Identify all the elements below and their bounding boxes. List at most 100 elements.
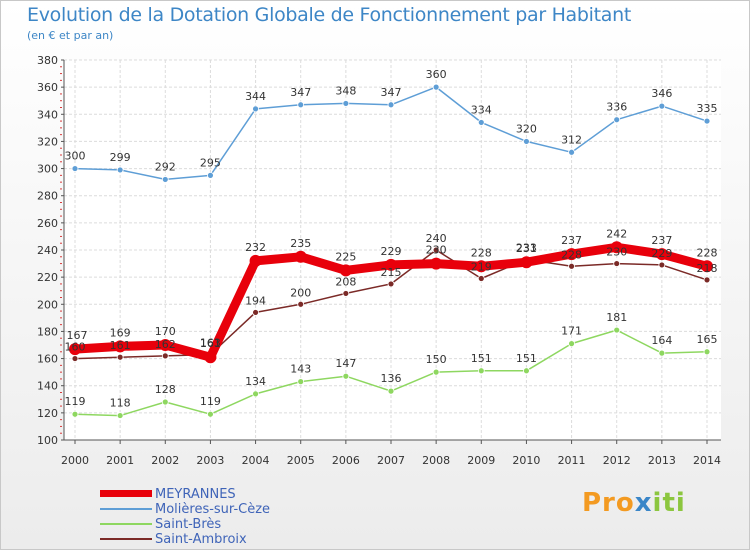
data-label: 151: [471, 352, 492, 365]
data-point: [430, 257, 443, 270]
data-point: [523, 138, 530, 145]
data-point: [477, 275, 485, 282]
data-point: [207, 171, 214, 179]
data-label: 230: [426, 244, 447, 257]
data-point: [565, 248, 578, 261]
data-point: [432, 368, 440, 376]
data-label: 360: [426, 68, 447, 81]
y-tick-label: 100: [37, 434, 58, 447]
data-point: [252, 390, 259, 398]
data-label: 335: [697, 102, 718, 115]
axes: 100 120 140 160 180 200 220 240 260 280 300 320 340 3…: [37, 54, 721, 467]
data-point: [71, 410, 79, 418]
data-label: 143: [290, 363, 311, 376]
legend-label-meyrannes: MEYRANNES: [155, 487, 236, 502]
data-label: 170: [155, 325, 176, 338]
data-point: [297, 101, 305, 109]
data-point: [658, 102, 666, 110]
legend-item-saint-bres[interactable]: Saint-Brès: [100, 517, 360, 532]
data-label: 299: [110, 151, 131, 164]
legend: MEYRANNES Molières-sur-Cèze Saint-Brès S…: [100, 487, 360, 547]
x-tick-label: 2012: [603, 454, 631, 467]
y-tick-label: 280: [37, 190, 58, 203]
y-tick-label: 240: [37, 244, 58, 257]
legend-item-meyrannes[interactable]: MEYRANNES: [100, 487, 360, 502]
data-label: 240: [426, 232, 447, 245]
data-label: 292: [155, 160, 176, 173]
x-tick-label: 2009: [467, 454, 495, 467]
data-point: [520, 256, 533, 269]
chart-subtitle: (en € et par an): [27, 29, 114, 42]
proxiti-logo: Proxiti: [582, 488, 686, 518]
data-label: 194: [245, 294, 266, 307]
data-label: 147: [335, 357, 356, 370]
data-label: 136: [381, 372, 402, 385]
data-label: 346: [651, 87, 672, 100]
data-point: [204, 351, 217, 364]
legend-label-saint-bres: Saint-Brès: [155, 517, 222, 532]
data-label: 235: [290, 237, 311, 250]
data-label: 161: [110, 339, 131, 352]
data-point: [568, 148, 575, 156]
data-label: 164: [651, 334, 672, 347]
data-label: 119: [200, 395, 221, 408]
logo-part-3: iti: [652, 488, 686, 518]
data-label: 169: [110, 326, 131, 339]
x-tick-label: 2000: [61, 454, 89, 467]
data-point: [703, 117, 711, 125]
data-point: [387, 280, 395, 288]
data-point: [432, 83, 440, 91]
data-point: [252, 105, 259, 113]
data-point: [568, 340, 575, 348]
x-tick-label: 2014: [693, 454, 721, 467]
data-point: [387, 101, 395, 109]
data-point: [613, 260, 621, 267]
data-point: [342, 290, 350, 297]
legend-swatch-saint-ambroix: [100, 538, 152, 540]
chart-title: Evolution de la Dotation Globale de Fonc…: [27, 4, 632, 26]
data-point: [297, 378, 305, 386]
data-point: [523, 367, 530, 375]
data-point: [613, 116, 621, 124]
data-point: [161, 352, 169, 360]
data-label: 228: [561, 248, 582, 261]
data-point: [297, 300, 305, 308]
data-point: [294, 250, 307, 263]
data-label: 167: [67, 329, 88, 342]
data-label: 208: [335, 275, 356, 288]
x-tick-label: 2005: [287, 454, 315, 467]
data-point: [387, 387, 395, 395]
data-point: [385, 258, 397, 271]
data-label: 242: [606, 227, 627, 240]
legend-label-saint-ambroix: Saint-Ambroix: [155, 532, 247, 547]
data-label: 219: [471, 261, 492, 274]
x-tick-label: 2011: [558, 454, 586, 467]
data-point: [703, 348, 711, 356]
y-tick-label: 160: [37, 353, 58, 366]
data-label: 162: [155, 338, 176, 351]
data-point: [432, 246, 440, 254]
data-point: [658, 349, 666, 357]
x-tick-label: 2001: [106, 454, 134, 467]
y-tick-label: 360: [37, 81, 58, 94]
data-label: 150: [426, 353, 447, 366]
data-point: [655, 248, 668, 261]
data-label: 215: [381, 266, 402, 279]
legend-item-saint-ambroix[interactable]: Saint-Ambroix: [100, 532, 360, 547]
data-point: [116, 353, 124, 361]
x-tick-label: 2007: [377, 454, 405, 467]
data-label: 228: [471, 246, 492, 259]
legend-item-molieres[interactable]: Molières-sur-Cèze: [100, 502, 360, 517]
data-label: 225: [335, 250, 356, 263]
data-point: [71, 165, 79, 172]
data-label: 295: [200, 156, 221, 169]
data-label: 230: [606, 246, 627, 259]
data-label: 160: [65, 341, 86, 354]
data-point: [114, 340, 127, 353]
y-tick-label: 200: [37, 298, 58, 311]
data-label: 233: [516, 242, 537, 255]
y-tick-label: 120: [37, 407, 58, 420]
data-point: [477, 367, 485, 375]
y-tick-label: 140: [37, 380, 58, 393]
data-label: 134: [245, 375, 266, 388]
